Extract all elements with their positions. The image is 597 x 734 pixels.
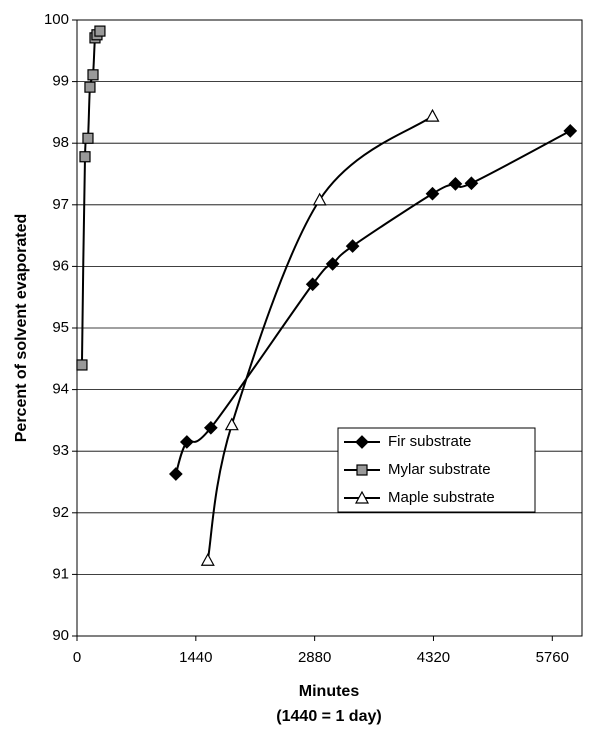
y-tick-label: 93 [52,442,69,459]
y-axis-label: Percent of solvent evaporated [13,214,30,443]
x-tick-label: 2880 [298,649,331,666]
y-tick-label: 91 [52,565,69,582]
marker [345,239,360,253]
marker [425,108,440,122]
y-tick-label: 97 [52,196,69,213]
marker [425,186,440,201]
y-tick-label: 95 [52,319,69,336]
marker [448,177,463,191]
series-line [174,129,571,475]
legend-label: Mylar substrate [388,461,491,478]
x-tick-label: 5760 [536,649,569,666]
legend-marker [355,435,369,449]
marker [76,359,88,371]
marker [305,277,320,292]
legend-marker [356,464,368,476]
y-tick-label: 94 [52,381,69,398]
y-tick-label: 96 [52,257,69,274]
y-tick-label: 100 [44,11,69,28]
marker [325,257,340,271]
marker [94,25,106,37]
x-tick-label: 4320 [417,649,450,666]
legend-label: Maple substrate [388,489,495,506]
marker [79,151,91,163]
series-line [80,30,101,365]
y-tick-label: 98 [52,134,69,151]
x-axis-label: Minutes [299,683,360,700]
marker [200,552,215,566]
marker [169,467,183,481]
y-tick-label: 92 [52,504,69,521]
marker [82,132,94,144]
marker [312,192,327,206]
marker [87,69,99,81]
y-tick-label: 90 [52,627,69,644]
marker [203,420,218,435]
marker [464,176,479,191]
series-line [206,115,434,561]
legend-label: Fir substrate [388,433,471,450]
marker [224,417,239,431]
x-tick-label: 0 [73,649,81,666]
marker [84,81,96,93]
plot-frame [76,19,583,637]
marker [563,124,578,138]
x-axis-note: (1440 = 1 day) [276,708,381,725]
marker [179,435,194,449]
y-tick-label: 99 [52,73,69,90]
legend-marker [354,490,370,504]
x-tick-label: 1440 [179,649,212,666]
